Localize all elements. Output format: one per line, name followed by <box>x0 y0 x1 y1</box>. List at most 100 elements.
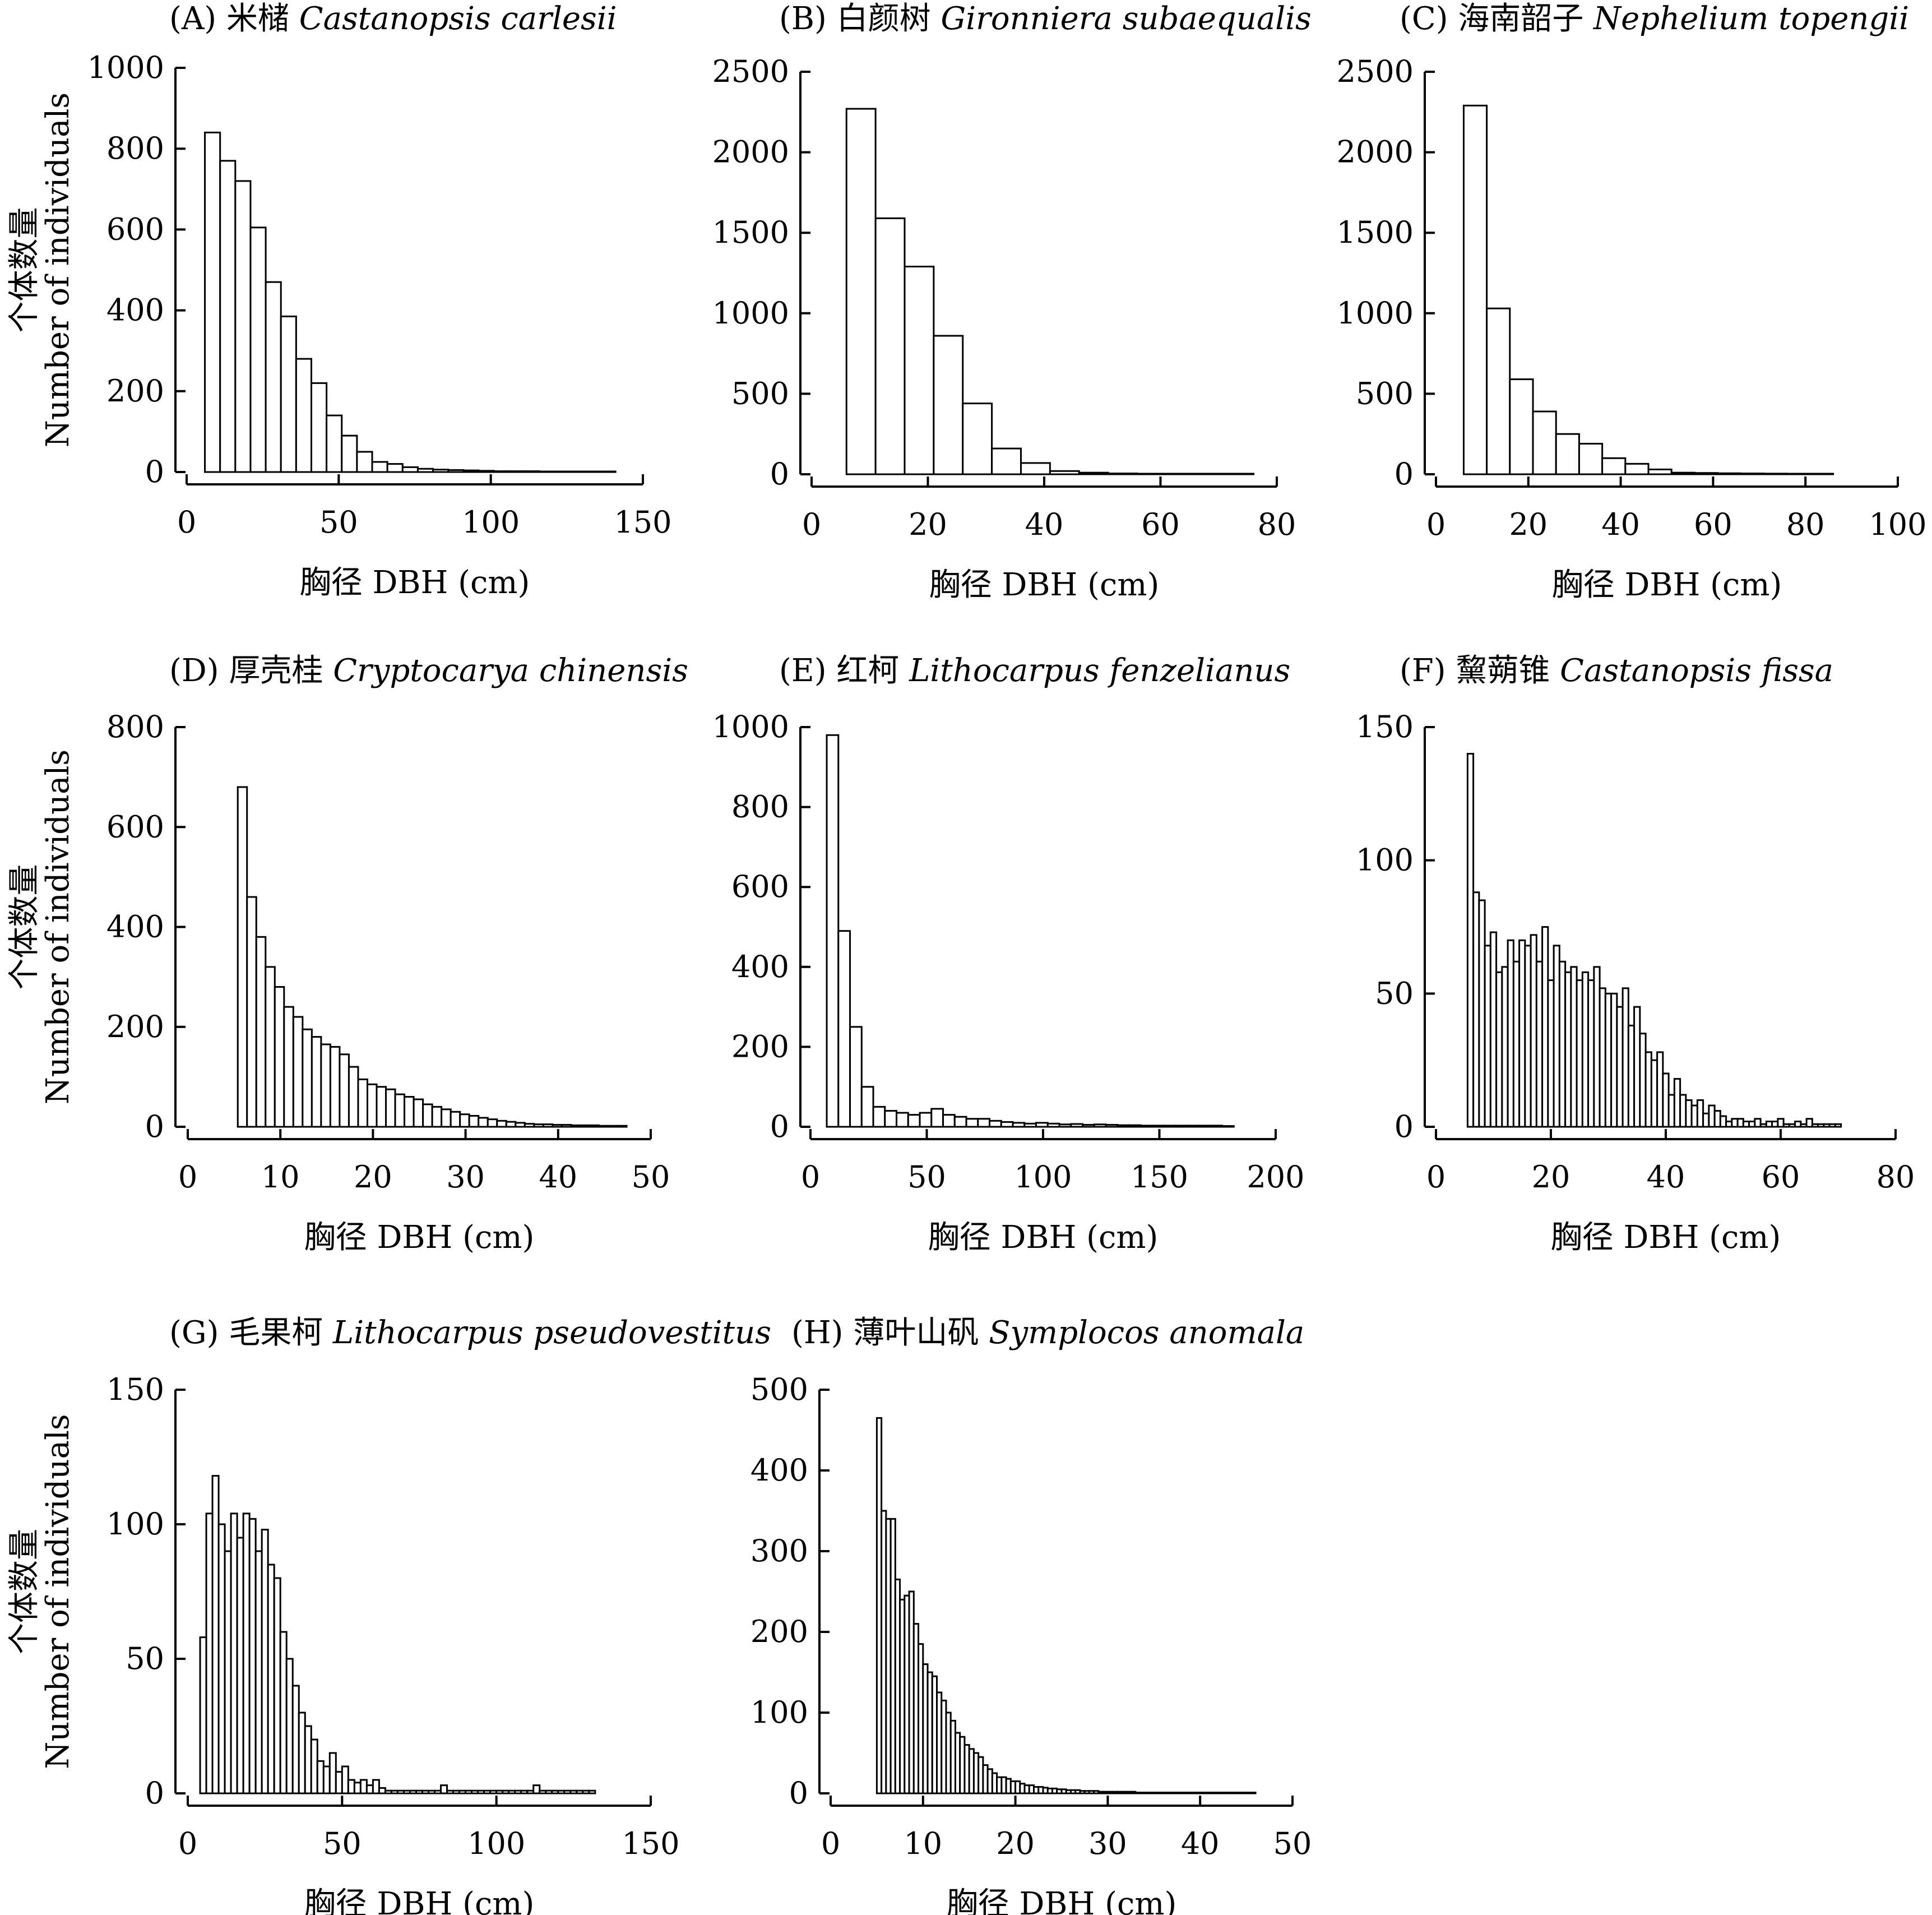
bar <box>372 1779 380 1794</box>
bar <box>283 1006 294 1128</box>
bar <box>1578 442 1604 475</box>
bar <box>884 1109 898 1128</box>
bar <box>826 734 840 1128</box>
x-tick-label: 50 <box>907 1159 946 1195</box>
bar <box>1662 1072 1670 1128</box>
bar <box>1696 1099 1704 1128</box>
bar <box>353 1782 362 1794</box>
bar <box>597 1125 609 1128</box>
bar <box>569 1789 578 1794</box>
bar <box>447 469 465 473</box>
bar <box>930 1108 944 1128</box>
bar <box>335 1771 343 1794</box>
bar <box>552 1123 563 1128</box>
x-axis-title: 胸径 DBH (cm) <box>929 567 1160 603</box>
bar <box>468 1114 480 1128</box>
bar <box>446 1789 455 1794</box>
bar <box>274 986 285 1128</box>
bar <box>584 470 601 473</box>
y-tick-label: 200 <box>750 1614 808 1649</box>
panel-title: (E) 红柯 Lithocarpus fenzelianus <box>779 653 1290 689</box>
bar <box>205 1512 214 1794</box>
bar <box>904 266 935 475</box>
bar <box>217 1523 226 1794</box>
bar <box>359 1779 368 1794</box>
bar <box>366 1083 378 1128</box>
bar <box>1221 1125 1235 1128</box>
bar <box>428 1789 436 1794</box>
y-tick-label: 800 <box>106 709 164 744</box>
bar <box>1708 1104 1716 1128</box>
x-tick-label: 0 <box>178 1159 197 1195</box>
y-tick-label: 500 <box>1356 376 1414 411</box>
bar <box>441 1108 452 1128</box>
bar <box>1742 1120 1750 1128</box>
x-tick-label: 40 <box>1601 507 1640 542</box>
bar <box>385 1088 396 1128</box>
y-tick-label: 1000 <box>87 50 164 85</box>
panel-title-species: Nephelium topengii <box>1592 1 1909 37</box>
y-tick-label: 2000 <box>1337 135 1414 170</box>
bar <box>896 1112 909 1128</box>
bar <box>478 470 495 473</box>
bar <box>204 131 221 473</box>
bar <box>505 1121 517 1128</box>
bar <box>523 470 540 473</box>
bar <box>396 1789 405 1794</box>
bar <box>849 1026 863 1128</box>
panel-title-species: Castanopsis fissa <box>1560 653 1833 689</box>
bar <box>1555 433 1580 475</box>
bar <box>291 1685 300 1794</box>
x-tick-label: 100 <box>1869 507 1926 542</box>
bar <box>401 466 419 473</box>
panel-d: (D) 厚壳桂 Cryptocarya chinensis02004006008… <box>6 653 688 1256</box>
x-tick-label: 20 <box>909 507 947 542</box>
bar <box>919 1112 933 1128</box>
y-tick-label: 2500 <box>712 54 789 89</box>
bar <box>1679 1094 1687 1128</box>
bar <box>1616 1006 1624 1128</box>
panel-b: (B) 白颜树 Gironniera subaequalis 0 500 1000 15… <box>712 1 1312 603</box>
bar <box>292 1016 304 1128</box>
x-tick-label: 50 <box>323 1826 362 1861</box>
bar <box>432 469 450 473</box>
y-axis-title-cn: 个体数量 <box>6 864 43 990</box>
bar <box>310 382 328 473</box>
bar <box>390 1789 399 1794</box>
y-tick-label: 0 <box>770 456 789 492</box>
panel-title-prefix: (G) 毛果柯 <box>169 1315 333 1351</box>
bar <box>249 226 267 473</box>
bar <box>236 1537 244 1794</box>
bar <box>1765 1120 1773 1128</box>
x-tick-label: 100 <box>462 505 520 540</box>
bar <box>1788 1123 1796 1128</box>
bar <box>1000 1121 1014 1128</box>
bar <box>495 1789 504 1794</box>
bar <box>1581 971 1590 1128</box>
y-tick-label: 0 <box>770 1109 789 1144</box>
bar <box>1610 992 1618 1128</box>
bar <box>1754 1118 1762 1128</box>
panel-title-prefix: (E) 红柯 <box>779 653 909 689</box>
bar <box>1186 1125 1200 1128</box>
bar <box>1478 899 1486 1128</box>
x-tick-label: 50 <box>632 1159 670 1195</box>
bar <box>1541 926 1549 1128</box>
bar <box>569 470 586 473</box>
x-tick-label: 30 <box>1088 1826 1127 1861</box>
panel-title-species: Lithocarpus pseudovestitus <box>332 1315 771 1351</box>
bar <box>357 1078 368 1128</box>
y-tick-label: 400 <box>750 1453 808 1488</box>
bar <box>341 434 358 473</box>
x-axis-title: 胸径 DBH (cm) <box>947 1886 1177 1915</box>
x-tick-label: 0 <box>802 507 821 542</box>
bar <box>465 1789 473 1794</box>
bar <box>1817 1123 1825 1128</box>
bar <box>1576 979 1583 1128</box>
bar <box>1650 1059 1658 1128</box>
bar <box>347 1779 355 1794</box>
panel-title-prefix: (H) 薄叶山矾 <box>791 1315 989 1351</box>
bar <box>413 1098 424 1128</box>
y-tick-label: 600 <box>106 809 164 844</box>
